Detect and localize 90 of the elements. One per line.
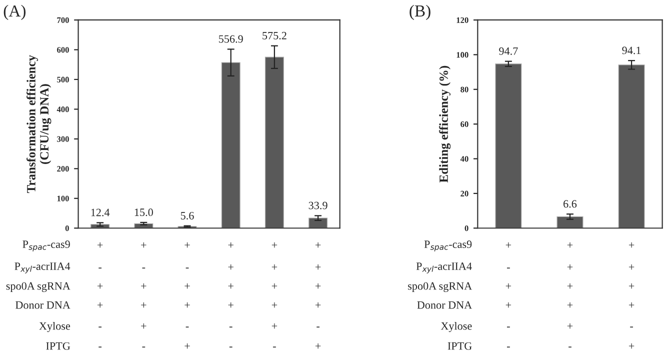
text: + [628,283,634,289]
text: + [567,264,573,270]
data-label: 15.0 [134,208,153,216]
text: + [97,242,103,248]
data-label: 33.9 [308,202,328,210]
text: + [228,283,234,289]
text: + [184,242,190,248]
text: - [316,326,320,328]
text: + [315,242,321,248]
text: + [272,264,278,270]
text: P$_{spac}$-cas9 [22,240,70,252]
data-label: 12.4 [91,208,110,216]
text: + [628,343,634,349]
text: P$_{spac}$-cas9 [424,240,472,252]
text: + [567,323,573,329]
text: + [272,302,278,308]
text: - [98,326,102,328]
text: + [184,302,190,308]
text: - [507,346,510,348]
text: + [141,302,146,308]
text: Donor DNA [417,301,472,309]
text: + [272,323,278,329]
y-tick-label: 120 [456,17,468,23]
text: + [628,264,634,270]
y-tick-label: 300 [57,136,69,142]
text: + [97,302,103,308]
text: IPTG [46,342,70,350]
text: + [567,302,573,308]
y-tick-label: 100 [57,196,69,202]
text: - [229,346,232,348]
text: + [141,283,146,289]
y-tick-label: 20 [460,190,468,196]
text: IPTG [448,342,472,350]
y-tick-label: 200 [57,166,69,172]
text: + [315,343,321,349]
y-tick-label: 100 [456,52,468,58]
data-label: 575.2 [262,32,286,40]
text: P$_{xyl}$-acrIIA4 [416,262,472,274]
text: + [506,283,512,289]
text: P$_{xyl}$-acrIIA4 [14,262,70,274]
data-label: 5.6 [180,212,194,220]
y-tick-label: 400 [56,106,69,112]
chart-title: (A) [4,4,26,20]
text: Xylose [440,322,472,332]
y-axis-title: Transformation efficiency (CFU/ug DNA) [26,55,52,194]
text: - [186,326,189,328]
data-label: 94.7 [499,47,518,55]
text: + [272,242,278,248]
text: - [273,346,276,348]
text: + [315,302,321,308]
text: + [506,242,512,248]
text: Xylose [39,322,70,332]
y-tick-label: 0 [65,225,69,232]
text: + [97,283,103,289]
y-tick-label: 80 [460,86,468,92]
y-tick-label: 600 [57,47,69,53]
text: - [568,346,572,348]
text: spo0A sgRNA [408,282,472,292]
text: + [228,302,234,308]
text: Donor DNA [16,301,70,309]
text: spo0A sgRNA [6,282,70,292]
chart-title: (B) [410,4,430,20]
text: + [184,283,190,289]
data-label: 6.6 [564,200,577,208]
text: + [628,242,634,248]
y-tick-label: 700 [57,17,69,23]
text: + [567,242,573,248]
y-tick-label: 500 [57,76,69,82]
y-axis-title: Editing efficiency (%) [439,66,451,183]
y-tick-label: 60 [460,121,468,128]
data-label: 556.9 [219,35,243,43]
text: + [315,264,321,270]
y-tick-label: 0 [464,225,468,232]
text: + [272,283,278,289]
text: + [506,302,512,308]
text: - [98,346,102,348]
text: + [141,242,146,248]
text: - [507,326,510,328]
text: + [228,242,234,248]
data-label: 94.1 [622,46,641,54]
text: - [142,346,146,348]
text: + [567,283,573,289]
y-tick-label: 40 [460,156,468,162]
text: + [141,323,146,329]
text: + [184,343,190,349]
text: - [229,326,232,328]
text: - [630,326,633,328]
text: + [628,302,634,308]
text: + [228,264,234,270]
text: + [315,283,321,289]
